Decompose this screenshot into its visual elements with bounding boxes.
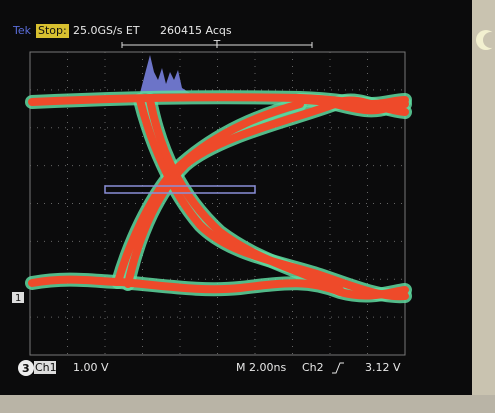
timebase: M 2.00ns — [236, 361, 286, 374]
acquisitions: 260415 Acqs — [160, 24, 232, 37]
run-state: Stop: — [38, 24, 67, 37]
vertical-scale: 1.00 V — [73, 361, 109, 374]
sample-rate: 25.0GS/s ET — [73, 24, 140, 37]
trigger-source: Ch2 — [302, 361, 324, 374]
trigger-level: 3.12 V — [365, 361, 401, 374]
channel: Ch1 — [35, 361, 57, 374]
oscilloscope-screen: Tek Stop: 25.0GS/s ET 260415 Acqs T 1 3 … — [0, 0, 495, 413]
trigger-position: T — [213, 38, 221, 51]
display — [0, 0, 472, 395]
side-panel — [472, 0, 495, 395]
channel-badge: 3 — [22, 362, 30, 375]
channel-marker: 1 — [15, 293, 21, 304]
brand: Tek — [12, 24, 32, 37]
